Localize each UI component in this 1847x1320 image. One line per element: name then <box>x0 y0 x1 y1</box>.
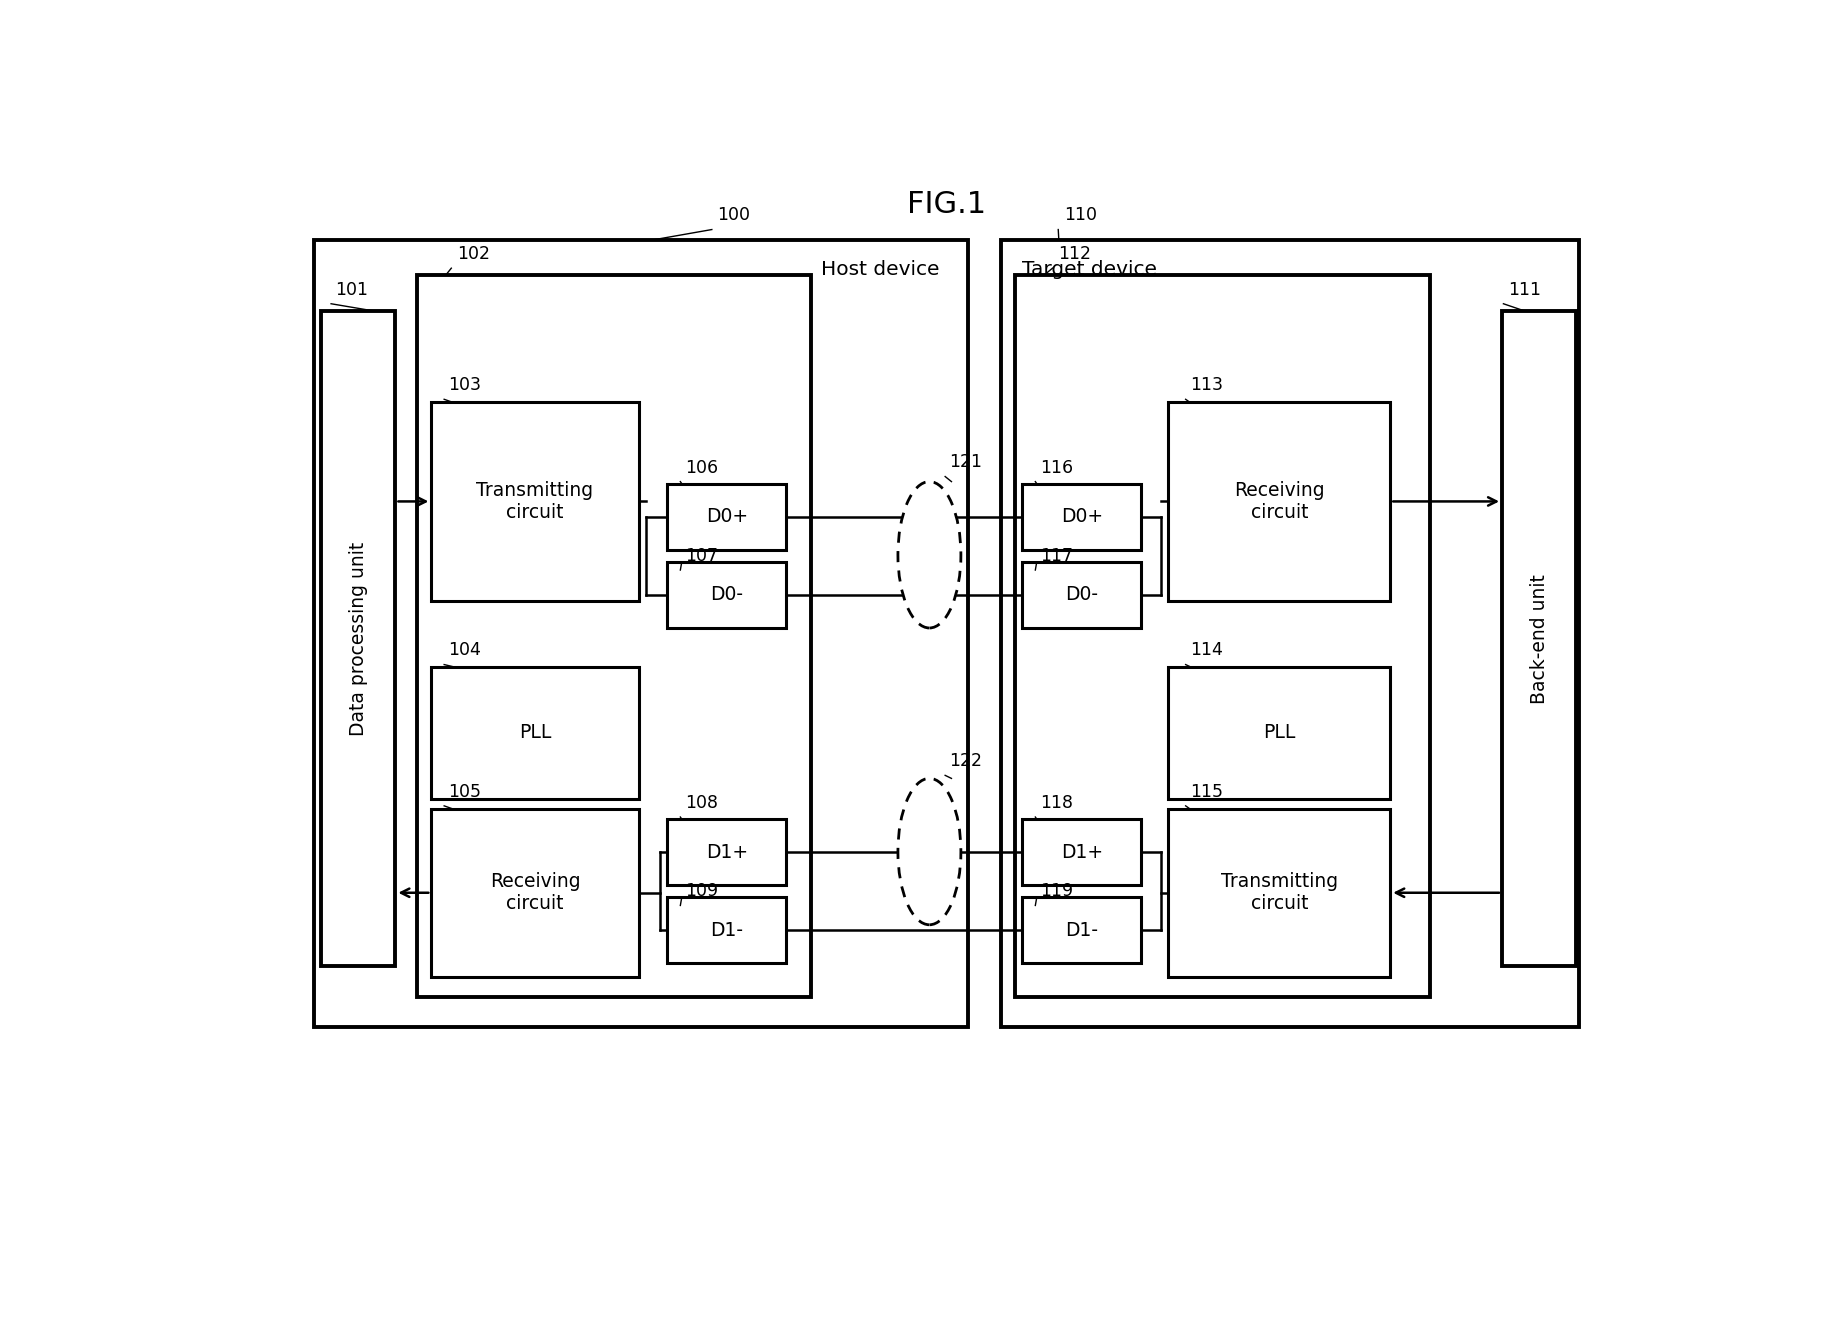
Text: 104: 104 <box>449 642 482 660</box>
Text: 110: 110 <box>1064 206 1097 224</box>
Text: 106: 106 <box>685 458 718 477</box>
FancyBboxPatch shape <box>314 240 968 1027</box>
FancyBboxPatch shape <box>667 483 787 549</box>
FancyBboxPatch shape <box>432 667 639 799</box>
FancyBboxPatch shape <box>1023 562 1141 628</box>
FancyBboxPatch shape <box>1023 483 1141 549</box>
FancyBboxPatch shape <box>432 809 639 977</box>
Ellipse shape <box>898 779 960 925</box>
Text: 102: 102 <box>456 246 489 263</box>
Text: 116: 116 <box>1040 458 1073 477</box>
Text: Receiving
circuit: Receiving circuit <box>1234 480 1324 521</box>
Text: Transmitting
circuit: Transmitting circuit <box>477 480 593 521</box>
Text: 113: 113 <box>1189 376 1223 395</box>
Text: D0-: D0- <box>1066 586 1099 605</box>
Text: D0+: D0+ <box>706 507 748 527</box>
Text: 118: 118 <box>1040 793 1073 812</box>
FancyBboxPatch shape <box>667 818 787 886</box>
Text: D1-: D1- <box>1066 921 1099 940</box>
Text: 111: 111 <box>1507 281 1540 298</box>
FancyBboxPatch shape <box>1016 276 1430 997</box>
Text: 119: 119 <box>1040 882 1073 900</box>
Text: 117: 117 <box>1040 546 1073 565</box>
Text: Receiving
circuit: Receiving circuit <box>489 873 580 913</box>
Text: D1+: D1+ <box>706 842 748 862</box>
Text: Data processing unit: Data processing unit <box>349 541 368 735</box>
FancyBboxPatch shape <box>1169 667 1391 799</box>
Text: PLL: PLL <box>519 723 550 742</box>
Text: 122: 122 <box>949 752 983 771</box>
Text: 114: 114 <box>1189 642 1223 660</box>
Text: PLL: PLL <box>1263 723 1295 742</box>
Text: Back-end unit: Back-end unit <box>1529 574 1548 704</box>
Text: D1+: D1+ <box>1060 842 1103 862</box>
Text: Transmitting
circuit: Transmitting circuit <box>1221 873 1337 913</box>
FancyBboxPatch shape <box>1169 403 1391 601</box>
Text: 115: 115 <box>1189 783 1223 801</box>
FancyBboxPatch shape <box>1502 312 1577 966</box>
Text: 101: 101 <box>336 281 368 298</box>
Text: 103: 103 <box>449 376 482 395</box>
Text: Target device: Target device <box>1023 260 1158 279</box>
FancyBboxPatch shape <box>667 562 787 628</box>
FancyBboxPatch shape <box>432 403 639 601</box>
Text: D0+: D0+ <box>1060 507 1103 527</box>
Text: 100: 100 <box>718 206 750 224</box>
Text: 121: 121 <box>949 454 983 471</box>
FancyBboxPatch shape <box>1169 809 1391 977</box>
Text: 109: 109 <box>685 882 718 900</box>
FancyBboxPatch shape <box>321 312 395 966</box>
Ellipse shape <box>898 482 960 628</box>
Text: 105: 105 <box>449 783 482 801</box>
Text: 107: 107 <box>685 546 718 565</box>
Text: Host device: Host device <box>820 260 940 279</box>
Text: 112: 112 <box>1058 246 1092 263</box>
Text: D1-: D1- <box>711 921 742 940</box>
Text: FIG.1: FIG.1 <box>907 190 986 219</box>
FancyBboxPatch shape <box>667 898 787 964</box>
FancyBboxPatch shape <box>1023 818 1141 886</box>
FancyBboxPatch shape <box>1001 240 1579 1027</box>
FancyBboxPatch shape <box>417 276 811 997</box>
FancyBboxPatch shape <box>1023 898 1141 964</box>
Text: D0-: D0- <box>711 586 742 605</box>
Text: 108: 108 <box>685 793 718 812</box>
